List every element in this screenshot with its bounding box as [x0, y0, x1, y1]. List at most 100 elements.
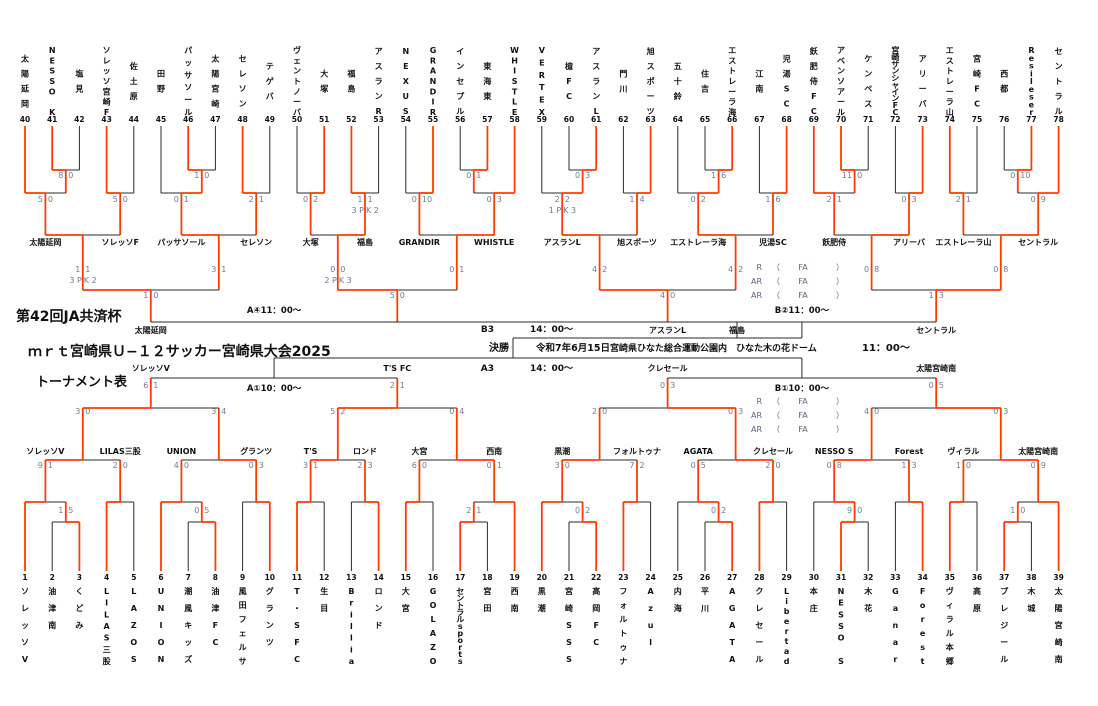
match-score: 0	[901, 195, 906, 204]
team-number: 48	[237, 115, 247, 124]
team-name: C	[593, 638, 599, 647]
team-name: 塚	[320, 84, 328, 94]
team-number: 43	[101, 115, 111, 124]
team-name: 南	[1055, 654, 1063, 664]
team-number: 60	[564, 115, 574, 124]
match-score: 1	[143, 291, 148, 300]
referee-value: FA	[798, 263, 808, 272]
team-name: t	[785, 637, 789, 646]
team-name: ル	[946, 629, 954, 638]
team-name: 川	[618, 85, 627, 94]
round-label: ソレッソF	[101, 238, 138, 247]
match-score: 1	[476, 506, 481, 515]
team-name: プ	[456, 91, 465, 101]
match-score: 3	[939, 291, 944, 300]
match-code: B②11：00～	[775, 306, 830, 316]
team-name: i	[350, 610, 353, 619]
team-number: 65	[700, 115, 710, 124]
team-name: E	[838, 599, 843, 608]
match-score: 5	[113, 195, 118, 204]
match-score: 9	[38, 461, 43, 470]
team-name: 田	[239, 601, 247, 610]
team-name: r	[1029, 108, 1033, 117]
team-name: H	[511, 56, 518, 65]
team-name: 内	[674, 586, 682, 596]
team-name: 東	[483, 91, 491, 101]
team-number: 7	[186, 573, 191, 582]
team-name: ス	[375, 62, 383, 71]
team-name: s	[1029, 93, 1034, 102]
team-name: E	[539, 96, 544, 105]
team-name: G	[430, 587, 437, 596]
team-name: 延	[20, 84, 30, 94]
team-name: 南	[48, 620, 56, 630]
team-name: キ	[184, 621, 192, 630]
match-score: 9	[1041, 195, 1046, 204]
team-name: r	[921, 615, 925, 624]
team-name: S	[49, 67, 55, 76]
team-name: ー	[919, 85, 927, 94]
team-name: ッ	[103, 67, 111, 76]
team-name: Z	[131, 621, 137, 630]
team-number: 8	[213, 573, 218, 582]
team-name: 肥	[810, 61, 818, 71]
team-name: 住	[701, 69, 709, 79]
team-name: プ	[1000, 586, 1009, 596]
team-name: l	[350, 622, 353, 631]
team-name: O	[838, 634, 845, 643]
team-number: 14	[373, 573, 383, 582]
team-name: 城	[1027, 603, 1035, 613]
match-score: 0	[670, 291, 675, 300]
match-score: 0	[194, 506, 199, 515]
match-score: 6	[721, 171, 726, 180]
team-name: ン	[891, 67, 899, 76]
team-name: E	[49, 56, 54, 65]
team-name: 生	[320, 586, 328, 596]
team-name: C	[566, 92, 572, 101]
team-number: 3	[77, 573, 82, 582]
team-name: s	[458, 622, 463, 631]
round-label: NESSO S	[815, 447, 854, 456]
team-name: N	[430, 77, 437, 86]
team-number: 51	[319, 115, 329, 124]
match-score: 6	[412, 461, 417, 470]
match-score: 5	[38, 195, 43, 204]
team-name: A	[131, 604, 138, 613]
team-name: O	[430, 657, 437, 666]
team-name: s	[458, 657, 463, 666]
team-name: ソ	[184, 83, 192, 92]
team-name: A	[729, 587, 736, 596]
team-name: 潮	[538, 603, 546, 613]
team-name: ー	[647, 92, 655, 101]
round-label: セントラル	[1018, 238, 1058, 247]
round-label: セレソン	[240, 238, 272, 247]
team-name: ト	[293, 77, 301, 86]
match-score: 2	[466, 506, 471, 515]
team-name: A	[647, 587, 654, 596]
pk-score: 3 P	[69, 276, 82, 285]
round-label: 黒潮	[554, 446, 570, 456]
team-name: O	[430, 601, 437, 610]
round-label: 太陽延岡	[28, 237, 61, 247]
team-name: X	[539, 108, 546, 117]
team-name: ル	[1000, 655, 1008, 664]
round-label: フォルトゥナ	[613, 447, 661, 456]
team-name: ポ	[647, 76, 655, 86]
match-score: 2	[113, 461, 118, 470]
team-name: C	[811, 107, 817, 116]
team-number: 16	[428, 573, 438, 582]
team-name: レ	[21, 604, 29, 613]
team-name: 野	[157, 85, 165, 94]
team-name: ッ	[184, 638, 192, 647]
team-name: r	[458, 643, 462, 652]
team-name: 津	[211, 603, 219, 613]
match-score: 0	[68, 171, 73, 180]
team-name: ソ	[837, 77, 845, 86]
team-name: I	[160, 621, 163, 630]
match-score: 2	[592, 407, 597, 416]
match-score: 4	[174, 461, 179, 470]
team-name: R	[539, 71, 545, 80]
team-name: 陽	[211, 69, 219, 79]
team-name: ソ	[239, 85, 247, 94]
